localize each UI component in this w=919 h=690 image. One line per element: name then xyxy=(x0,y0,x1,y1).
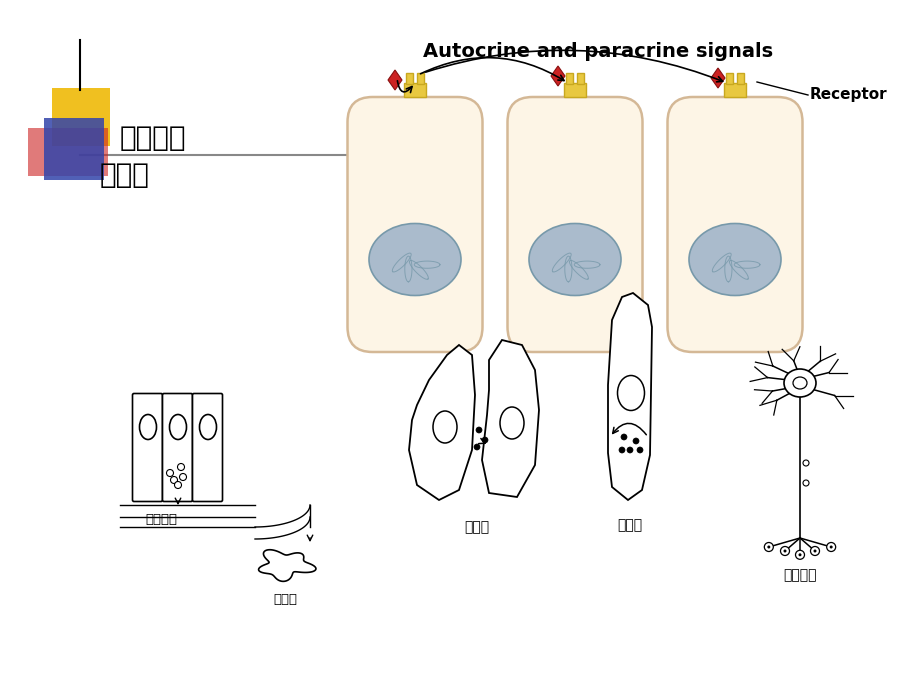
Text: 旁分泌: 旁分泌 xyxy=(100,161,150,189)
Bar xyxy=(563,83,585,97)
FancyBboxPatch shape xyxy=(347,97,482,352)
Text: 远距分泌: 远距分泌 xyxy=(145,513,176,526)
Bar xyxy=(723,83,745,97)
FancyBboxPatch shape xyxy=(667,97,801,352)
Circle shape xyxy=(618,447,624,453)
Ellipse shape xyxy=(369,224,460,295)
Circle shape xyxy=(175,482,181,489)
Polygon shape xyxy=(388,70,402,90)
Text: Autocrine and paracrine signals: Autocrine and paracrine signals xyxy=(423,42,772,61)
Bar xyxy=(416,73,424,84)
Circle shape xyxy=(170,477,177,484)
Circle shape xyxy=(636,447,642,453)
Text: 自分泌: 自分泌 xyxy=(617,518,641,532)
Bar xyxy=(565,73,573,84)
Circle shape xyxy=(829,546,832,549)
Ellipse shape xyxy=(169,415,187,440)
Text: 自分泌和: 自分泌和 xyxy=(119,124,187,152)
Circle shape xyxy=(177,464,185,471)
Circle shape xyxy=(795,551,803,560)
Text: 旁分泌: 旁分泌 xyxy=(464,520,489,534)
Ellipse shape xyxy=(140,415,156,440)
FancyBboxPatch shape xyxy=(132,393,163,502)
Bar xyxy=(403,83,425,97)
Polygon shape xyxy=(409,345,474,500)
FancyBboxPatch shape xyxy=(507,97,641,352)
Ellipse shape xyxy=(199,415,216,440)
Bar xyxy=(28,128,108,176)
Circle shape xyxy=(826,542,834,551)
Ellipse shape xyxy=(783,369,815,397)
FancyBboxPatch shape xyxy=(192,393,222,502)
Circle shape xyxy=(779,546,789,555)
Circle shape xyxy=(802,480,808,486)
Polygon shape xyxy=(710,68,724,88)
Circle shape xyxy=(475,427,482,433)
Bar xyxy=(736,73,743,84)
Circle shape xyxy=(473,444,480,450)
Circle shape xyxy=(166,469,174,477)
Circle shape xyxy=(764,542,773,551)
Circle shape xyxy=(766,546,769,549)
Bar xyxy=(725,73,732,84)
Bar xyxy=(52,88,110,146)
Bar xyxy=(405,73,413,84)
Polygon shape xyxy=(607,293,652,500)
Circle shape xyxy=(783,549,786,553)
Ellipse shape xyxy=(688,224,780,295)
Ellipse shape xyxy=(499,407,524,439)
Circle shape xyxy=(627,447,632,453)
Circle shape xyxy=(798,553,800,556)
Circle shape xyxy=(179,473,187,480)
Circle shape xyxy=(620,434,627,440)
Circle shape xyxy=(810,546,819,555)
Circle shape xyxy=(812,549,816,553)
FancyBboxPatch shape xyxy=(163,393,192,502)
Circle shape xyxy=(482,437,487,443)
Ellipse shape xyxy=(433,411,457,443)
Polygon shape xyxy=(482,340,539,497)
Text: 神经分泌: 神经分泌 xyxy=(782,568,816,582)
Polygon shape xyxy=(550,66,564,86)
Text: 靶细胞: 靶细胞 xyxy=(273,593,297,606)
Ellipse shape xyxy=(792,377,806,389)
Circle shape xyxy=(632,438,639,444)
Bar xyxy=(576,73,584,84)
Ellipse shape xyxy=(617,375,644,411)
Polygon shape xyxy=(258,550,315,582)
Bar xyxy=(44,118,104,180)
Circle shape xyxy=(802,460,808,466)
Ellipse shape xyxy=(528,224,620,295)
Text: Receptor: Receptor xyxy=(809,88,887,103)
